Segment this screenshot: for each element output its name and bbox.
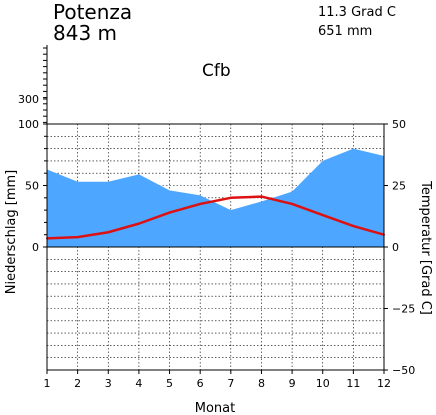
station-elevation: 843 m <box>53 21 117 45</box>
x-tick-label: 8 <box>258 377 265 390</box>
right-tick-label: 0 <box>392 241 399 254</box>
x-tick-label: 9 <box>289 377 296 390</box>
temperature-point <box>168 211 171 214</box>
left-tick-label: 50 <box>25 180 39 193</box>
right-tick-label: 50 <box>392 118 406 131</box>
x-tick-label: 1 <box>44 377 51 390</box>
right-tick-label: −25 <box>392 303 415 316</box>
temperature-point <box>321 214 324 217</box>
upper-precip-scale <box>43 45 48 124</box>
x-tick-label: 11 <box>346 377 360 390</box>
station-name: Potenza <box>53 0 132 24</box>
x-tick-label: 5 <box>166 377 173 390</box>
right-tick-label: −50 <box>392 364 415 377</box>
x-tick-label: 12 <box>377 377 391 390</box>
right-axis-label: Temperatur [Grad C] <box>418 180 433 315</box>
x-tick-label: 10 <box>316 377 330 390</box>
x-tick-label: 2 <box>74 377 81 390</box>
x-tick-label: 7 <box>227 377 234 390</box>
temperature-point <box>229 196 232 199</box>
left-tick-label: 300 <box>18 93 39 106</box>
temperature-point <box>107 231 110 234</box>
plot-area <box>46 148 385 248</box>
x-axis-label: Monat <box>195 401 235 415</box>
left-tick-label: 100 <box>18 118 39 131</box>
temperature-line <box>46 195 385 240</box>
temperature-point <box>76 236 79 239</box>
x-tick-label: 3 <box>105 377 112 390</box>
temperature-point <box>291 202 294 205</box>
annual-precipitation: 651 mm <box>318 24 372 39</box>
left-tick-label: 0 <box>32 241 39 254</box>
temperature-point <box>137 222 140 225</box>
temperature-point <box>199 202 202 205</box>
climate-class-label: Cfb <box>202 61 231 81</box>
precipitation-area <box>47 148 384 247</box>
mean-temperature: 11.3 Grad C <box>318 5 396 20</box>
temperature-point <box>352 225 355 228</box>
x-tick-label: 4 <box>135 377 142 390</box>
temperature-point <box>260 195 263 198</box>
left-axis-label: Niederschlag [mm] <box>4 170 19 295</box>
right-tick-label: 25 <box>392 180 406 193</box>
x-tick-label: 6 <box>197 377 204 390</box>
